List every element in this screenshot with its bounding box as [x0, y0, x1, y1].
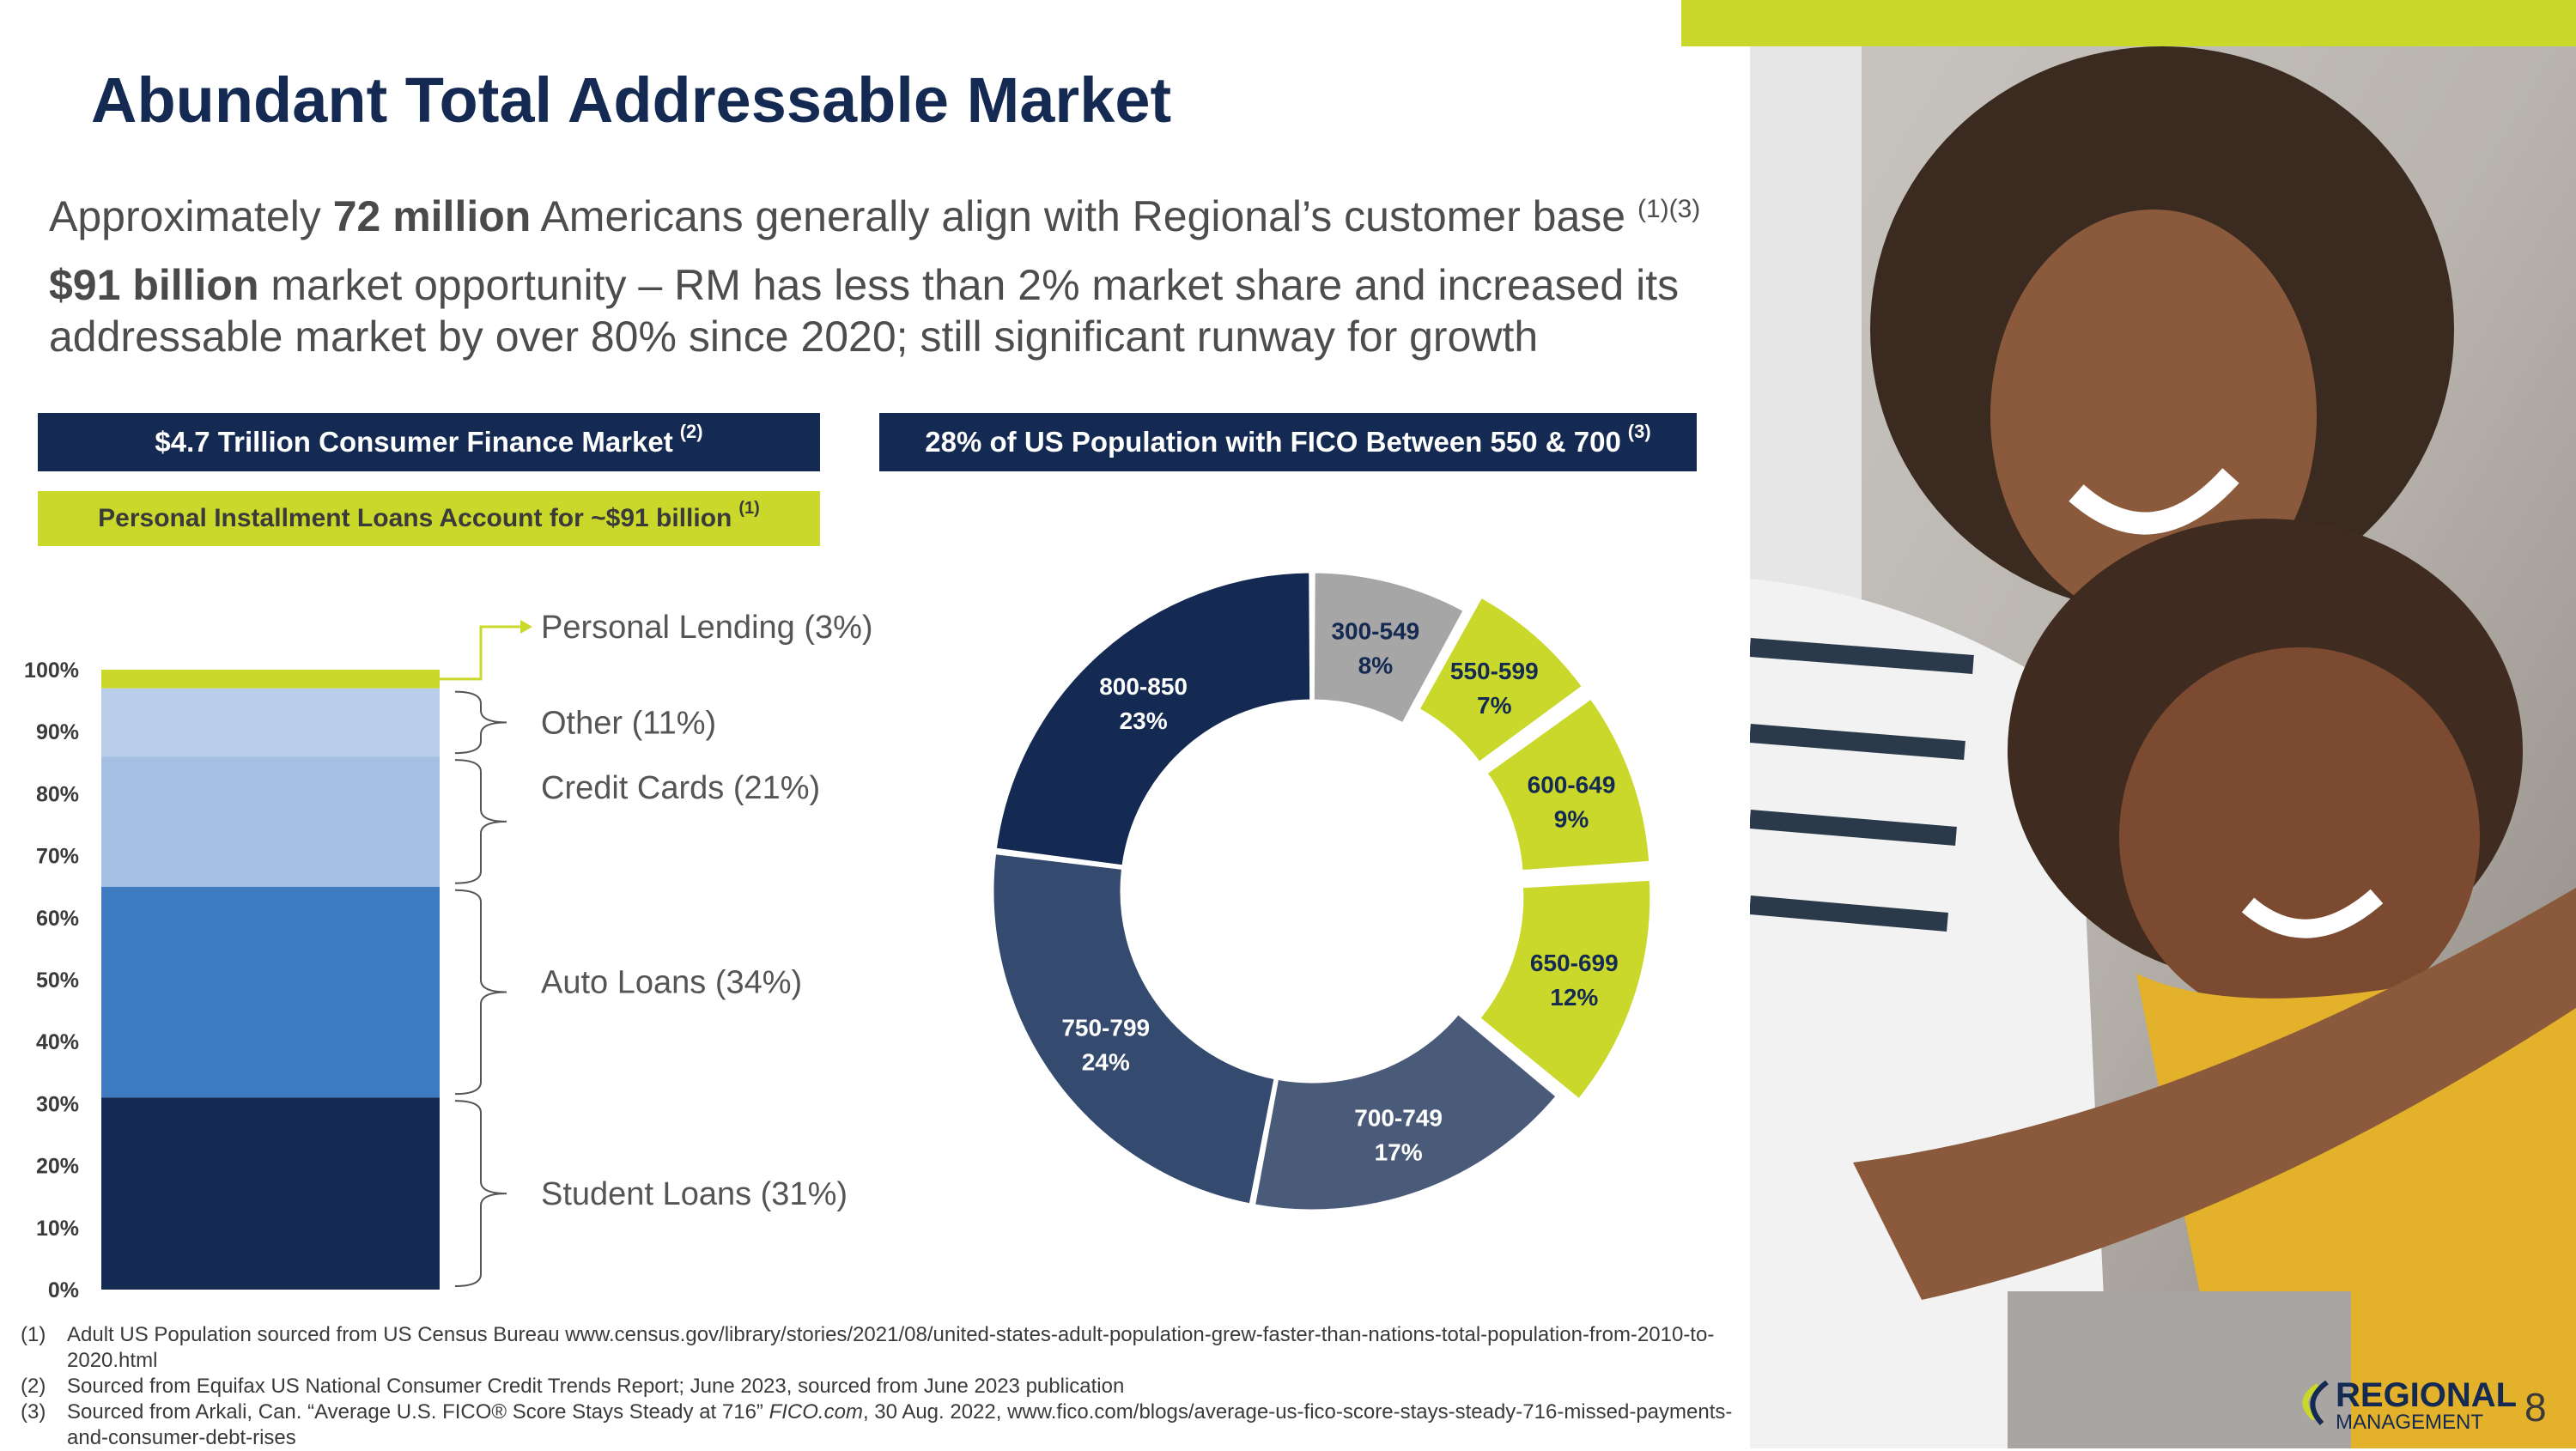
y-tick-label: 80% [36, 782, 79, 806]
donut-slice [1252, 1011, 1559, 1212]
footnote-text: Adult US Population sourced from US Cens… [67, 1323, 1715, 1372]
footnote-ref: (2) [679, 421, 703, 442]
intro-line-2: $91 billion market opportunity – RM has … [49, 259, 1723, 362]
footnote-ref: (1) [738, 498, 760, 518]
footnote-ref: (1)(3) [1637, 195, 1701, 223]
regional-management-logo: REGIONAL MANAGEMENT [2302, 1376, 2516, 1434]
donut-slice-group: 600-649 9% [1484, 695, 1652, 873]
segment-label: Student Loans (31%) [541, 1176, 848, 1212]
consumer-finance-banner: $4.7 Trillion Consumer Finance Market (2) [38, 413, 820, 471]
segment-label: Credit Cards (21%) [541, 770, 820, 806]
y-tick-label: 40% [36, 1030, 79, 1054]
slice-percent: 24% [1082, 1049, 1130, 1076]
intro-text: Approximately [49, 192, 333, 240]
fico-population-banner: 28% of US Population with FICO Between 5… [879, 413, 1697, 471]
y-tick-label: 30% [36, 1092, 79, 1116]
intro-highlight: 72 million [332, 192, 532, 240]
y-tick-label: 10% [36, 1217, 79, 1241]
bracket [454, 690, 507, 755]
slice-percent: 8% [1358, 652, 1394, 678]
intro-highlight: $91 billion [49, 261, 259, 309]
bar-segment [101, 756, 440, 887]
y-tick-label: 90% [36, 720, 79, 744]
donut-slice-group: 800-850 23% [993, 570, 1313, 868]
banner-label: $4.7 Trillion Consumer Finance Market [155, 426, 673, 458]
y-tick-label: 20% [36, 1155, 79, 1179]
donut-slice-group: 550-599 7% [1416, 595, 1585, 765]
bar-segment [101, 688, 440, 757]
donut-slice [991, 851, 1277, 1206]
donut-slice-group: 300-549 8% [1311, 570, 1467, 726]
slice-label: 650-699 [1530, 950, 1619, 976]
y-tick-label: 0% [48, 1278, 79, 1302]
footnote-text: Sourced from Equifax US National Consume… [67, 1375, 1125, 1398]
donut-slice [993, 570, 1313, 868]
bar-segment [101, 670, 440, 689]
donut-slice [1416, 595, 1585, 765]
slice-label: 300-549 [1331, 617, 1419, 644]
y-tick-label: 50% [36, 968, 79, 993]
segment-label: Auto Loans (34%) [541, 964, 802, 1000]
slice-label: 800-850 [1099, 673, 1188, 700]
y-tick-label: 70% [36, 845, 79, 869]
page-number: 8 [2524, 1385, 2547, 1430]
slice-label: 750-799 [1061, 1015, 1150, 1041]
bracket [454, 889, 507, 1096]
slice-percent: 17% [1375, 1138, 1423, 1165]
intro-line-1: Approximately 72 million Americans gener… [49, 191, 1723, 242]
footnote-number: (1) [21, 1323, 46, 1346]
bar-segment [101, 1097, 440, 1290]
page-title: Abundant Total Addressable Market [91, 64, 1172, 136]
svg-text:MANAGEMENT: MANAGEMENT [2336, 1411, 2483, 1434]
donut-slice [1311, 570, 1467, 726]
segment-label: Personal Lending (3%) [541, 610, 873, 646]
slice-label: 550-599 [1450, 658, 1539, 684]
intro-text: Americans generally align with Regional’… [531, 192, 1637, 240]
bracket [454, 1100, 507, 1287]
donut-slice-group: 700-749 17% [1252, 1011, 1559, 1212]
y-tick-label: 60% [36, 907, 79, 931]
installment-loans-banner: Personal Installment Loans Account for ~… [38, 491, 820, 546]
slice-percent: 12% [1550, 984, 1598, 1011]
slice-label: 600-649 [1528, 771, 1616, 798]
bracket [454, 759, 507, 884]
footnote-ref: (3) [1627, 421, 1651, 442]
intro-text: market opportunity – RM has less than 2%… [49, 261, 1680, 361]
mother-daughter-photo [1750, 46, 2576, 1448]
leader-line [440, 625, 520, 681]
slice-label: 700-749 [1354, 1104, 1443, 1131]
stacked-bar-chart: 0% 10% 20% 30% 40% 50% 60% 70% 80% 90% 100% Student… [24, 610, 873, 1302]
footnote-text: Sourced from Arkali, Can. “Average U.S. … [67, 1400, 1733, 1449]
bar-segment [101, 886, 440, 1098]
slice-percent: 9% [1554, 805, 1589, 832]
svg-text:REGIONAL: REGIONAL [2336, 1376, 2516, 1414]
top-accent-bar [1681, 0, 2576, 46]
segment-label: Other (11%) [541, 705, 716, 741]
banner-label: 28% of US Population with FICO Between 5… [925, 426, 1621, 458]
donut-slice [1484, 695, 1652, 873]
y-tick-label: 100% [24, 659, 79, 683]
banner-label: Personal Installment Loans Account for ~… [98, 504, 732, 532]
footnote-number: (2) [21, 1375, 46, 1398]
slice-percent: 23% [1120, 707, 1168, 734]
donut-slice-group: 750-799 24% [991, 851, 1277, 1206]
donut-slice-group: 650-699 12% [1477, 877, 1653, 1102]
footnote-number: (3) [21, 1400, 46, 1424]
donut-slice [1477, 877, 1653, 1102]
slice-percent: 7% [1477, 692, 1512, 719]
leader-arrow [520, 620, 532, 634]
